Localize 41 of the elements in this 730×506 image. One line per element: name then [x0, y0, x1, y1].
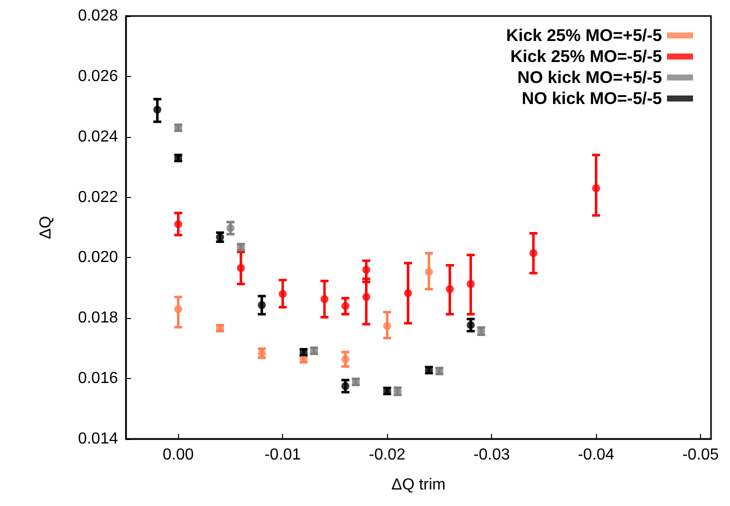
point [404, 289, 412, 298]
point [341, 302, 350, 310]
x-tick-label: -0.03 [473, 446, 510, 464]
x-tick-label: -0.02 [368, 446, 406, 464]
point [174, 220, 182, 228]
legend-label: Kick 25% MO=-5/-5 [510, 47, 662, 66]
point [341, 382, 350, 390]
point [174, 305, 182, 314]
point [278, 290, 287, 298]
legend-label: NO kick MO=+5/-5 [517, 68, 662, 87]
point [424, 268, 433, 276]
point [466, 280, 475, 288]
point [236, 264, 245, 272]
x-tick-label: -0.04 [578, 446, 614, 464]
y-tick-label: 0.028 [78, 8, 118, 24]
point [446, 285, 454, 294]
point [258, 301, 266, 310]
y-tick-label: 0.018 [78, 310, 118, 327]
y-tick-label: 0.024 [78, 128, 118, 146]
point [341, 355, 350, 364]
legend-label: Kick 25% MO=+5/-5 [506, 26, 662, 45]
point [529, 249, 538, 258]
point [383, 322, 392, 330]
point [592, 184, 600, 192]
y-tick-label: 0.014 [78, 430, 118, 448]
y-tick-label: 0.020 [78, 249, 118, 266]
legend-label: NO kick MO=-5/-5 [522, 89, 662, 108]
y-tick-label: 0.022 [78, 188, 118, 206]
y-axis-title: ΔQ [38, 216, 54, 240]
x-axis-title: ΔQ trim [391, 476, 446, 494]
x-tick-label: -0.01 [264, 446, 302, 464]
x-tick-label: 0.00 [162, 446, 194, 464]
point [153, 106, 162, 114]
point [320, 295, 328, 304]
point [362, 266, 370, 274]
x-tick-label: -0.05 [682, 446, 719, 464]
y-tick-label: 0.016 [78, 370, 118, 388]
point [466, 321, 475, 330]
point [226, 224, 234, 232]
point [362, 292, 370, 301]
y-tick-label: 0.026 [78, 68, 118, 85]
